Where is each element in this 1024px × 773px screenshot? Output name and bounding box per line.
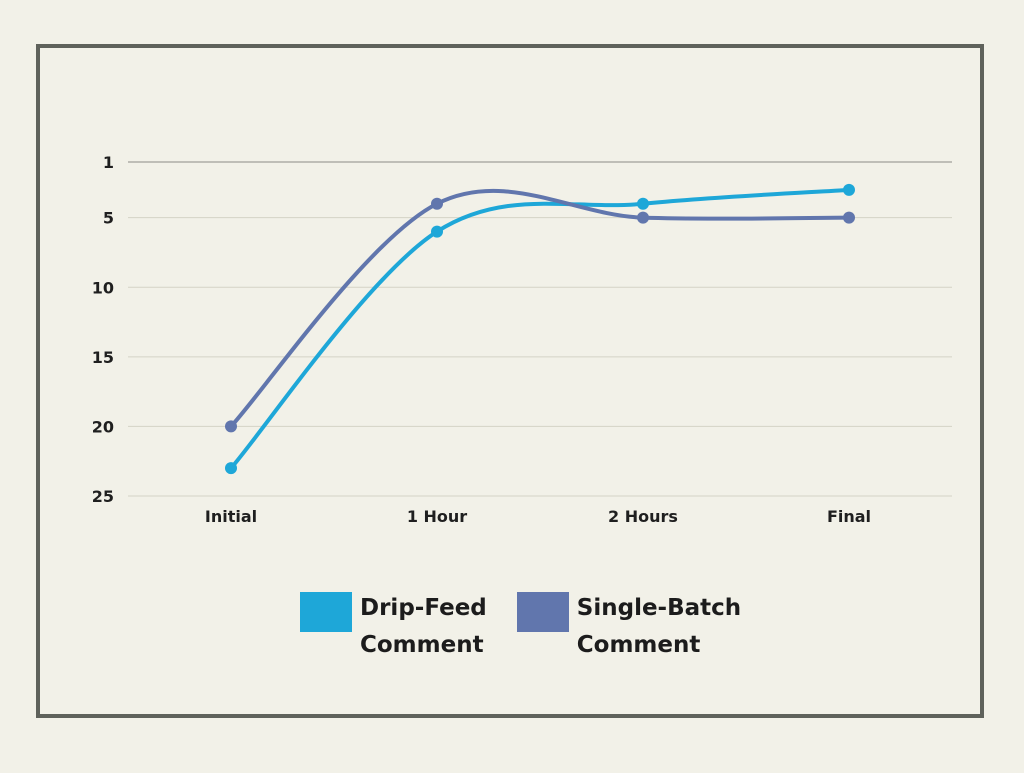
y-tick-label: 25	[92, 487, 114, 506]
series-lines	[229, 187, 851, 471]
data-point-1-0[interactable]	[225, 420, 237, 433]
y-tick-label: 5	[103, 209, 114, 228]
legend-item-drip-feed[interactable]: Drip-Feed Comment	[300, 590, 487, 664]
gridlines	[128, 161, 952, 497]
data-point-0-2[interactable]	[637, 197, 649, 210]
legend-swatch-drip-feed	[300, 592, 352, 632]
data-point-0-1[interactable]	[431, 225, 443, 238]
x-axis-ticks: Initial 1 Hour 2 Hours Final	[205, 507, 871, 526]
data-point-0-0[interactable]	[225, 462, 237, 475]
series-line-0	[229, 187, 851, 471]
data-point-0-3[interactable]	[843, 183, 855, 196]
data-point-1-3[interactable]	[843, 211, 855, 224]
x-tick-label: Final	[827, 507, 871, 526]
x-tick-label: 1 Hour	[407, 507, 467, 526]
series-line-1	[229, 188, 851, 429]
legend-swatch-single-batch	[516, 592, 569, 632]
y-tick-label: 20	[92, 417, 114, 436]
y-tick-label: 1	[103, 153, 114, 172]
legend: Drip-Feed Comment Single-Batch Comment	[300, 590, 741, 664]
data-point-1-2[interactable]	[637, 211, 649, 224]
legend-item-single-batch[interactable]: Single-Batch Comment	[516, 590, 742, 664]
chart-frame	[36, 44, 984, 718]
x-tick-label: Initial	[205, 507, 257, 526]
y-tick-label: 15	[92, 348, 114, 367]
y-tick-label: 10	[92, 278, 114, 297]
data-point-1-1[interactable]	[431, 197, 443, 210]
legend-label-drip-feed: Drip-Feed Comment	[360, 595, 487, 658]
series-points	[225, 183, 855, 475]
legend-label-single-batch: Single-Batch Comment	[576, 595, 742, 658]
x-tick-label: 2 Hours	[608, 507, 678, 526]
